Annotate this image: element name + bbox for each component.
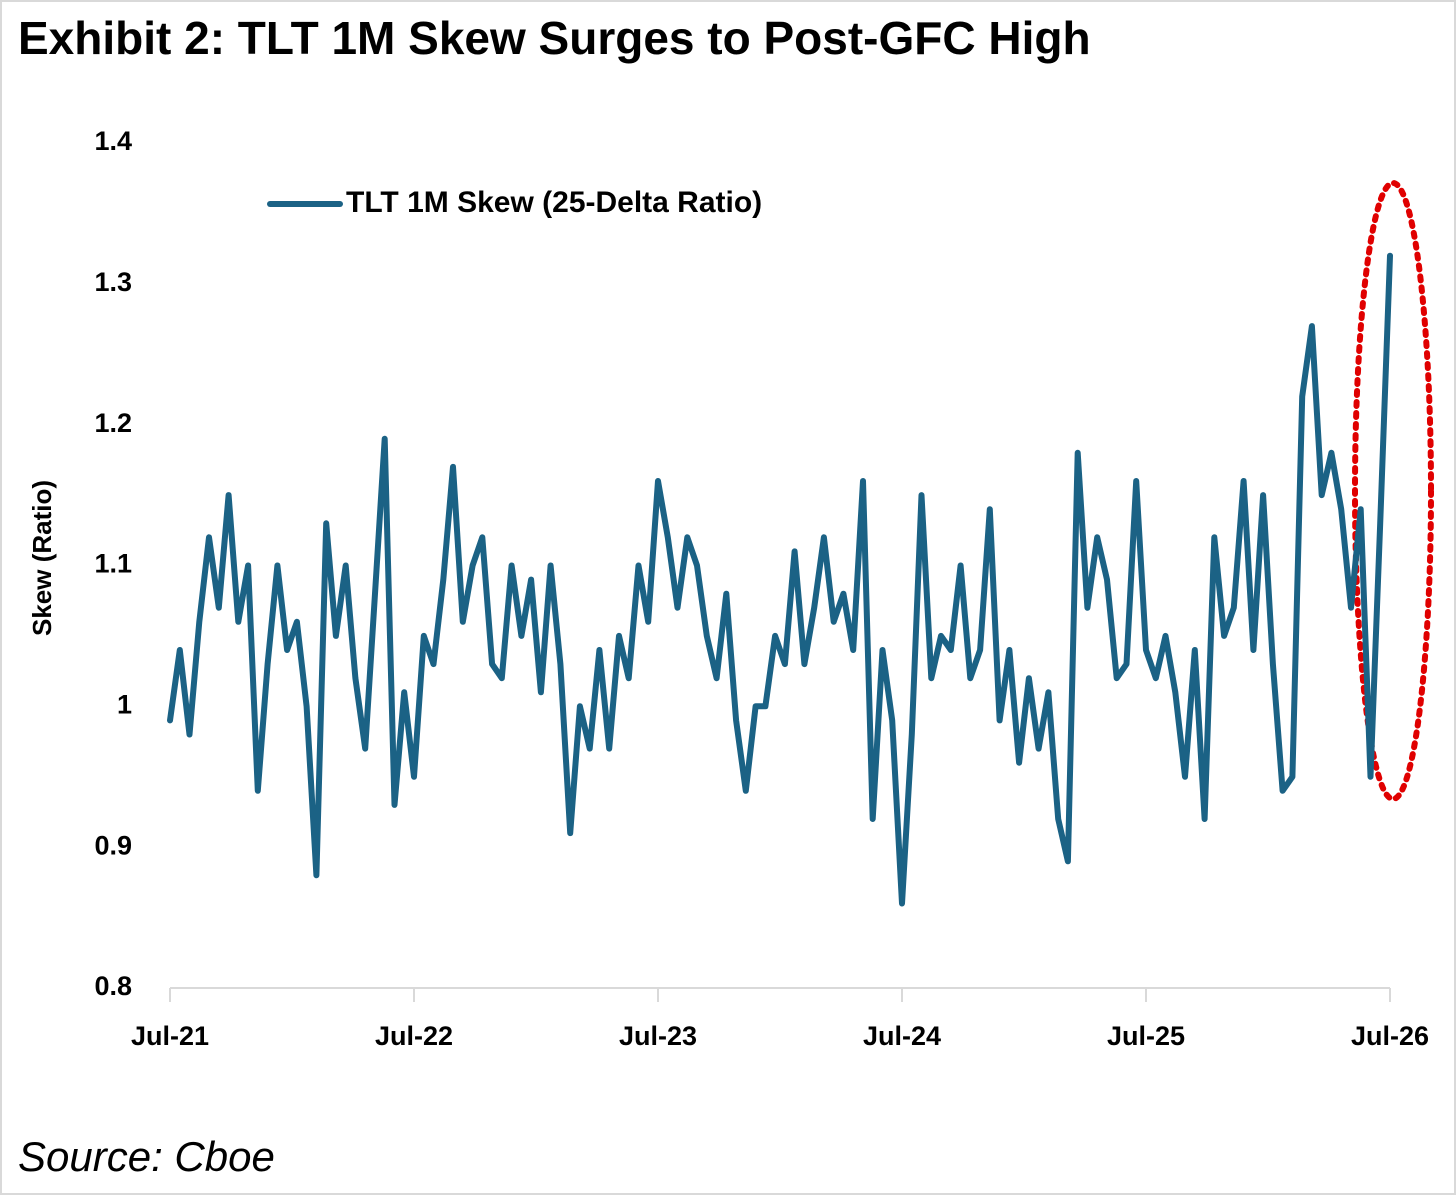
y-tick-label: 1.2 [94, 408, 132, 438]
y-tick-label: 0.9 [94, 830, 132, 860]
source: Source: Cboe [18, 1133, 275, 1180]
y-tick-label: 0.8 [94, 971, 132, 1001]
x-tick-label: Jul-26 [1351, 1021, 1429, 1051]
x-tick-label: Jul-21 [131, 1021, 209, 1051]
y-axis-label: Skew (Ratio) [27, 480, 57, 636]
y-tick-label: 1.3 [94, 267, 132, 297]
highlight-ellipse [1352, 180, 1434, 802]
x-tick-label: Jul-24 [863, 1021, 941, 1051]
y-tick-label: 1.1 [94, 549, 132, 579]
x-tick-label: Jul-23 [619, 1021, 697, 1051]
y-tick-label: 1 [117, 689, 132, 719]
chart-title: Exhibit 2: TLT 1M Skew Surges to Post-GF… [18, 12, 1091, 64]
x-tick-label: Jul-22 [375, 1021, 453, 1051]
y-tick-label: 1.4 [94, 126, 132, 156]
series-line [167, 252, 1393, 907]
x-tick-label: Jul-25 [1107, 1021, 1185, 1051]
legend-label: TLT 1M Skew (25-Delta Ratio) [346, 186, 762, 219]
